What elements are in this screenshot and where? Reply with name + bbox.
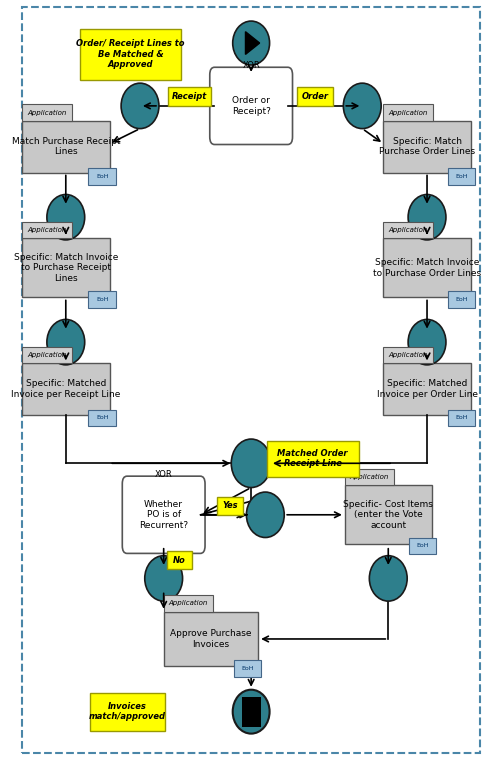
Text: Application: Application [169, 600, 208, 606]
Ellipse shape [47, 195, 84, 240]
Text: EoH: EoH [241, 666, 253, 671]
FancyBboxPatch shape [344, 485, 432, 544]
Text: EoH: EoH [455, 297, 468, 302]
FancyBboxPatch shape [22, 121, 110, 173]
Ellipse shape [247, 492, 284, 537]
Text: EoH: EoH [455, 174, 468, 179]
Ellipse shape [343, 83, 381, 128]
Text: Invoices
match/approved: Invoices match/approved [89, 702, 166, 721]
Text: XOR: XOR [242, 62, 260, 70]
Text: Application: Application [27, 227, 67, 233]
Text: EoH: EoH [96, 416, 109, 420]
FancyBboxPatch shape [266, 441, 359, 477]
FancyBboxPatch shape [88, 410, 116, 426]
FancyBboxPatch shape [234, 660, 261, 677]
Text: Specific: Matched
Invoice per Order Line: Specific: Matched Invoice per Order Line [376, 379, 478, 399]
Text: Specific: Match Invoice
to Purchase Order Lines: Specific: Match Invoice to Purchase Orde… [373, 258, 481, 277]
FancyBboxPatch shape [448, 410, 475, 426]
Text: EoH: EoH [96, 174, 109, 179]
FancyBboxPatch shape [80, 29, 181, 80]
FancyBboxPatch shape [167, 551, 192, 569]
FancyBboxPatch shape [297, 87, 332, 106]
FancyBboxPatch shape [448, 168, 475, 185]
FancyBboxPatch shape [88, 291, 116, 308]
Text: Yes: Yes [222, 501, 238, 510]
FancyBboxPatch shape [164, 595, 213, 612]
Text: Application: Application [388, 109, 428, 116]
FancyBboxPatch shape [217, 496, 243, 515]
FancyBboxPatch shape [22, 222, 72, 239]
FancyBboxPatch shape [22, 363, 110, 415]
FancyBboxPatch shape [22, 347, 72, 363]
Text: EoH: EoH [96, 297, 109, 302]
Text: Application: Application [350, 474, 389, 480]
FancyBboxPatch shape [123, 477, 205, 553]
Ellipse shape [370, 556, 407, 601]
Text: Matched Order
Receipt Line: Matched Order Receipt Line [277, 449, 348, 468]
FancyBboxPatch shape [22, 104, 72, 121]
Text: No: No [173, 556, 186, 565]
FancyBboxPatch shape [242, 696, 261, 727]
Text: Application: Application [27, 352, 67, 358]
FancyBboxPatch shape [383, 239, 471, 297]
Ellipse shape [121, 83, 159, 128]
Text: Order/ Receipt Lines to
Be Matched &
Approved: Order/ Receipt Lines to Be Matched & App… [76, 40, 185, 69]
FancyBboxPatch shape [22, 239, 110, 297]
Ellipse shape [408, 319, 446, 365]
Text: EoH: EoH [455, 416, 468, 420]
Text: Order or
Receipt?: Order or Receipt? [232, 97, 271, 116]
Ellipse shape [408, 195, 446, 240]
Text: Application: Application [388, 227, 428, 233]
FancyBboxPatch shape [383, 363, 471, 415]
Ellipse shape [231, 439, 271, 487]
FancyBboxPatch shape [383, 121, 471, 173]
Polygon shape [246, 32, 260, 55]
FancyBboxPatch shape [88, 168, 116, 185]
Text: Match Purchase Receipt
Lines: Match Purchase Receipt Lines [11, 137, 120, 157]
Ellipse shape [233, 21, 270, 65]
Text: Specific- Cost Items
(enter the Vote
account: Specific- Cost Items (enter the Vote acc… [343, 500, 433, 530]
Ellipse shape [145, 556, 183, 601]
Text: Whether
PO is of
Recurrent?: Whether PO is of Recurrent? [139, 500, 188, 530]
FancyBboxPatch shape [409, 537, 437, 554]
Text: Specific: Match Invoice
to Purchase Receipt
Lines: Specific: Match Invoice to Purchase Rece… [14, 253, 118, 283]
FancyBboxPatch shape [164, 612, 258, 667]
Text: Application: Application [388, 352, 428, 358]
Text: Specific: Match
Purchase Order Lines: Specific: Match Purchase Order Lines [379, 137, 475, 157]
Text: Specific: Matched
Invoice per Receipt Line: Specific: Matched Invoice per Receipt Li… [11, 379, 121, 399]
Text: Approve Purchase
Invoices: Approve Purchase Invoices [170, 629, 252, 649]
FancyBboxPatch shape [383, 104, 433, 121]
Text: XOR: XOR [155, 470, 172, 480]
FancyBboxPatch shape [90, 692, 165, 730]
Text: Application: Application [27, 109, 67, 116]
FancyBboxPatch shape [168, 87, 211, 106]
Text: EoH: EoH [416, 543, 429, 548]
FancyBboxPatch shape [448, 291, 475, 308]
Text: Order: Order [301, 92, 329, 101]
Text: Receipt: Receipt [172, 92, 207, 101]
Ellipse shape [233, 690, 270, 733]
FancyBboxPatch shape [383, 347, 433, 363]
FancyBboxPatch shape [210, 68, 292, 144]
Ellipse shape [47, 319, 84, 365]
FancyBboxPatch shape [383, 222, 433, 239]
FancyBboxPatch shape [344, 469, 394, 485]
